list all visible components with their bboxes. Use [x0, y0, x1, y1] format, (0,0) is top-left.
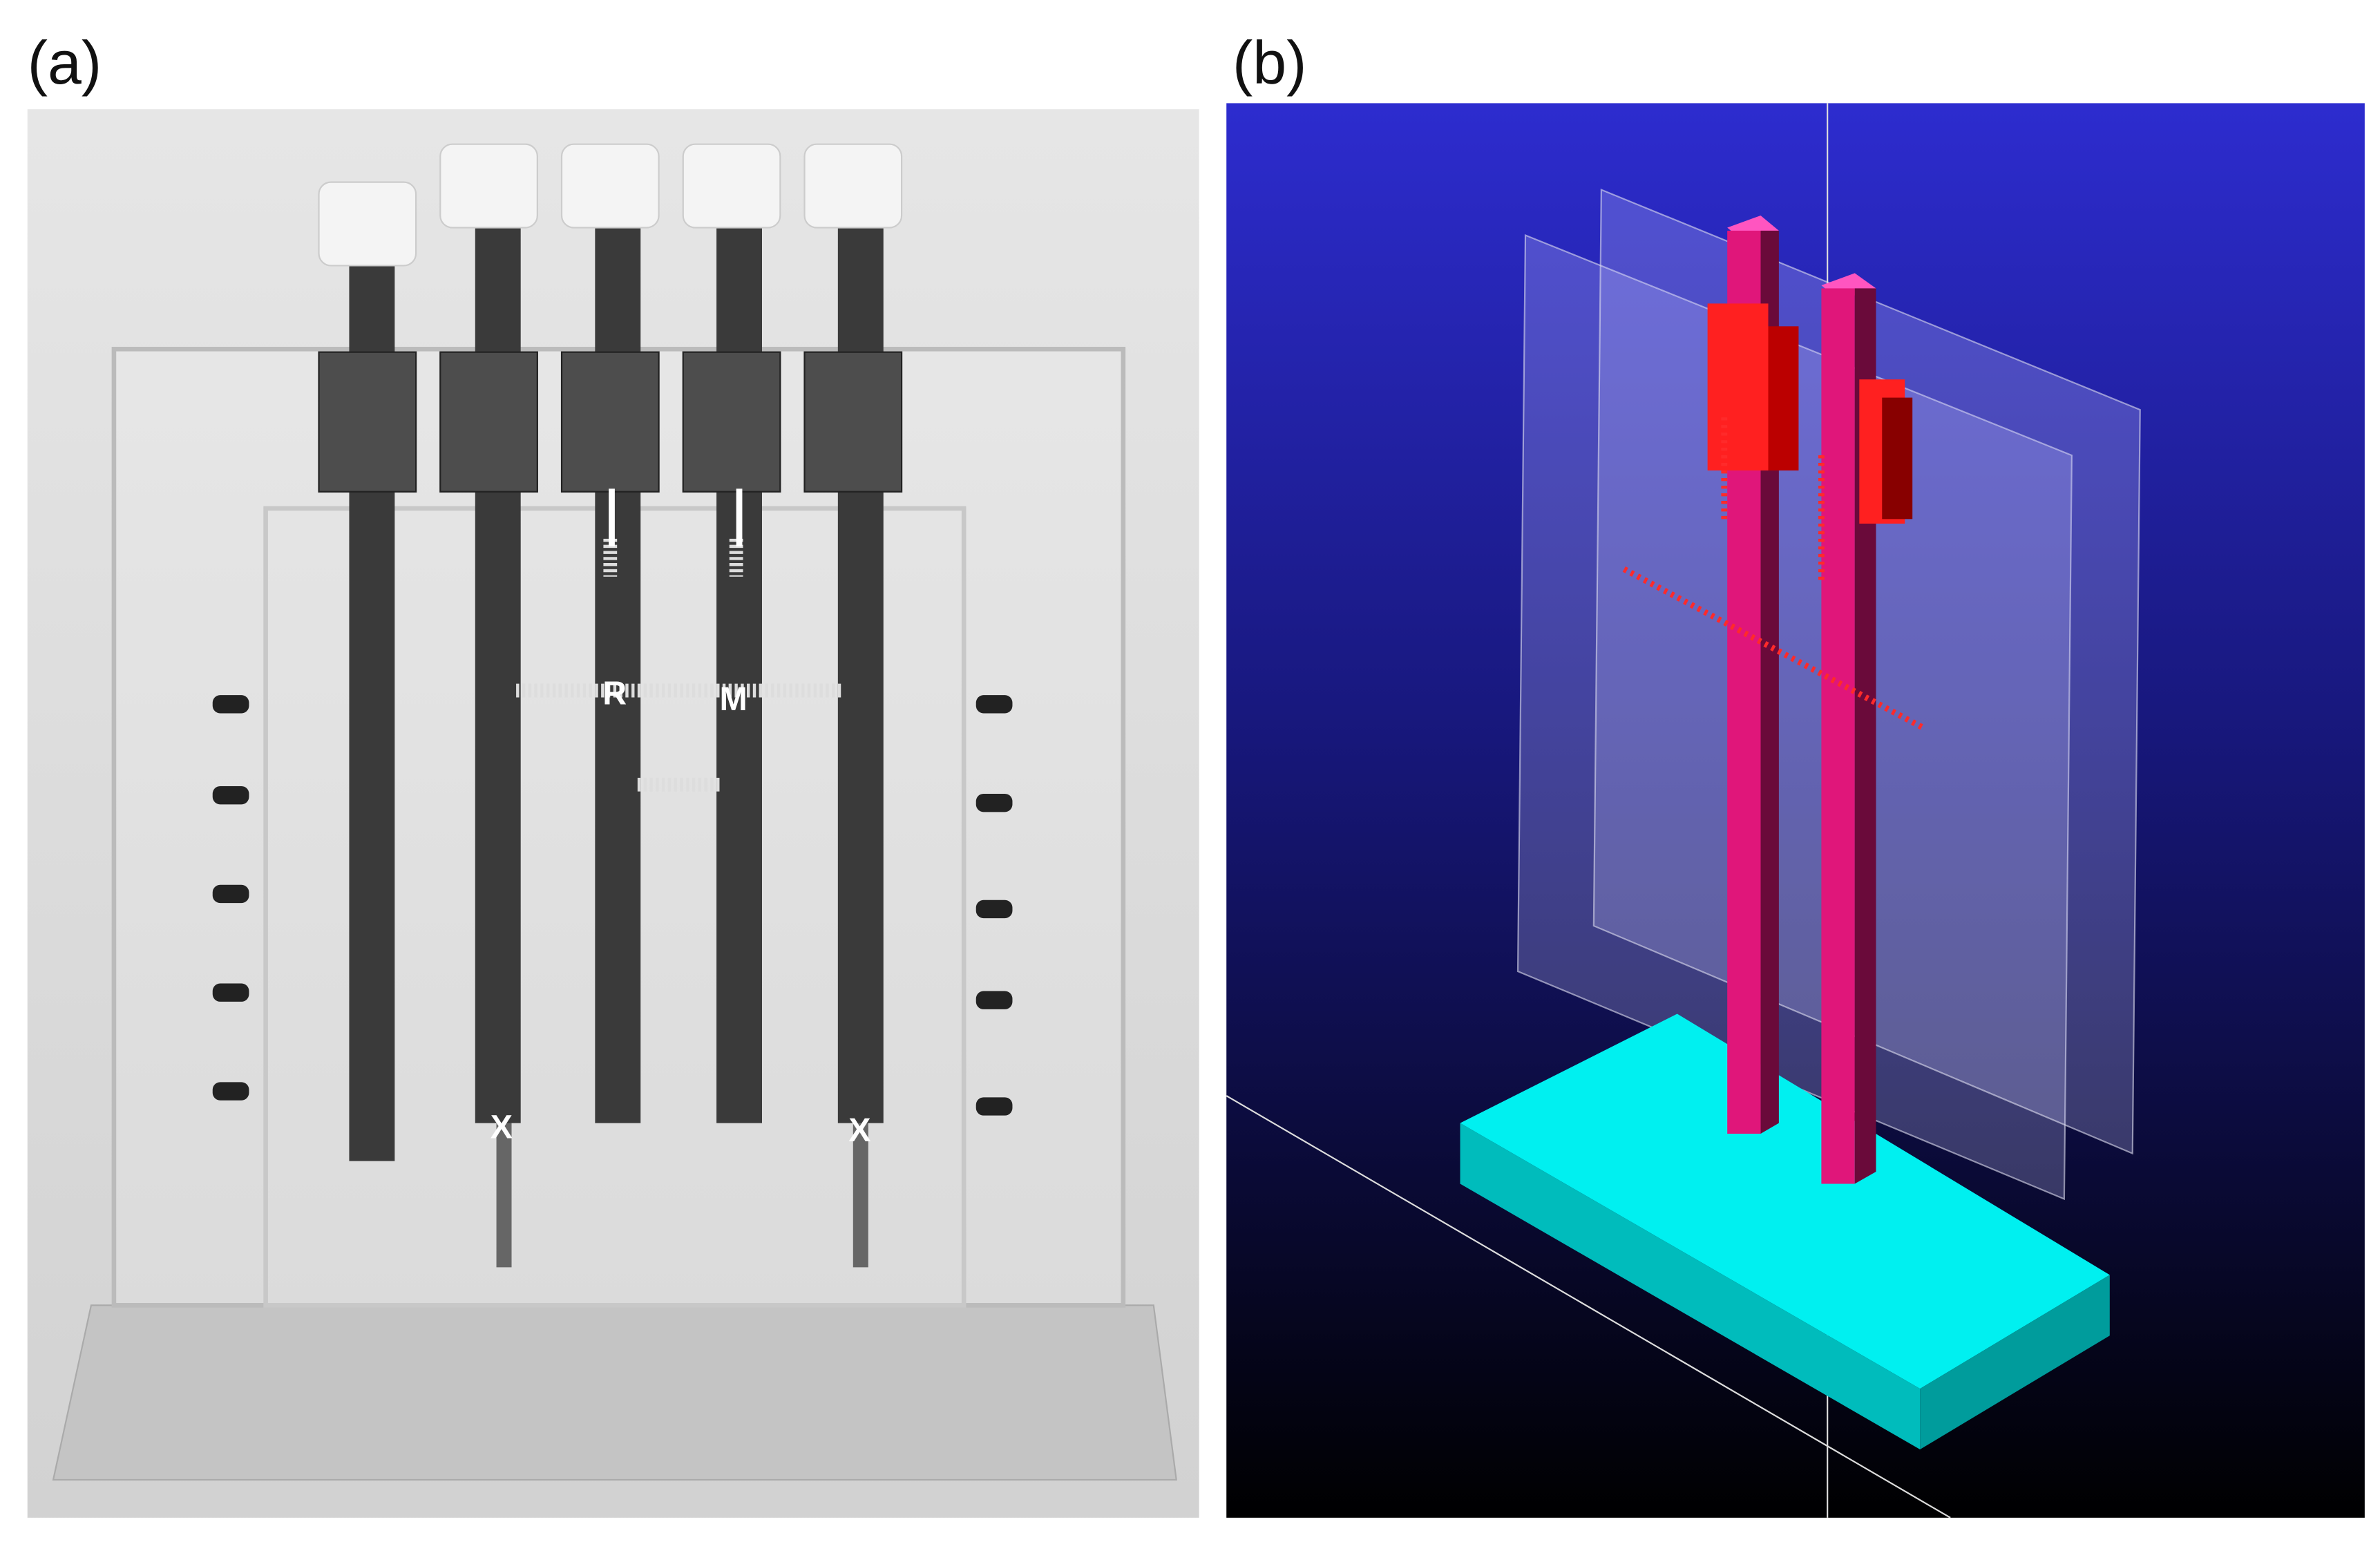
side-screws [212, 695, 1013, 1116]
panel-b-label: (b) [1232, 28, 1306, 97]
panel-a-label: (a) [28, 28, 102, 97]
marker-x-left: X [491, 1109, 513, 1146]
panel-a-photo: R M X X [27, 109, 1199, 1518]
clamps [318, 351, 903, 493]
marker-x-right: X [848, 1112, 870, 1149]
marker-r: R [602, 674, 627, 712]
panel-b-render [1226, 103, 2365, 1519]
marker-m: M [719, 680, 747, 718]
white-caps [318, 143, 903, 267]
base-block [1460, 1013, 2110, 1449]
base-plate [52, 1304, 1177, 1481]
red-springs [1622, 417, 1926, 732]
red-clamps [1707, 303, 1913, 524]
